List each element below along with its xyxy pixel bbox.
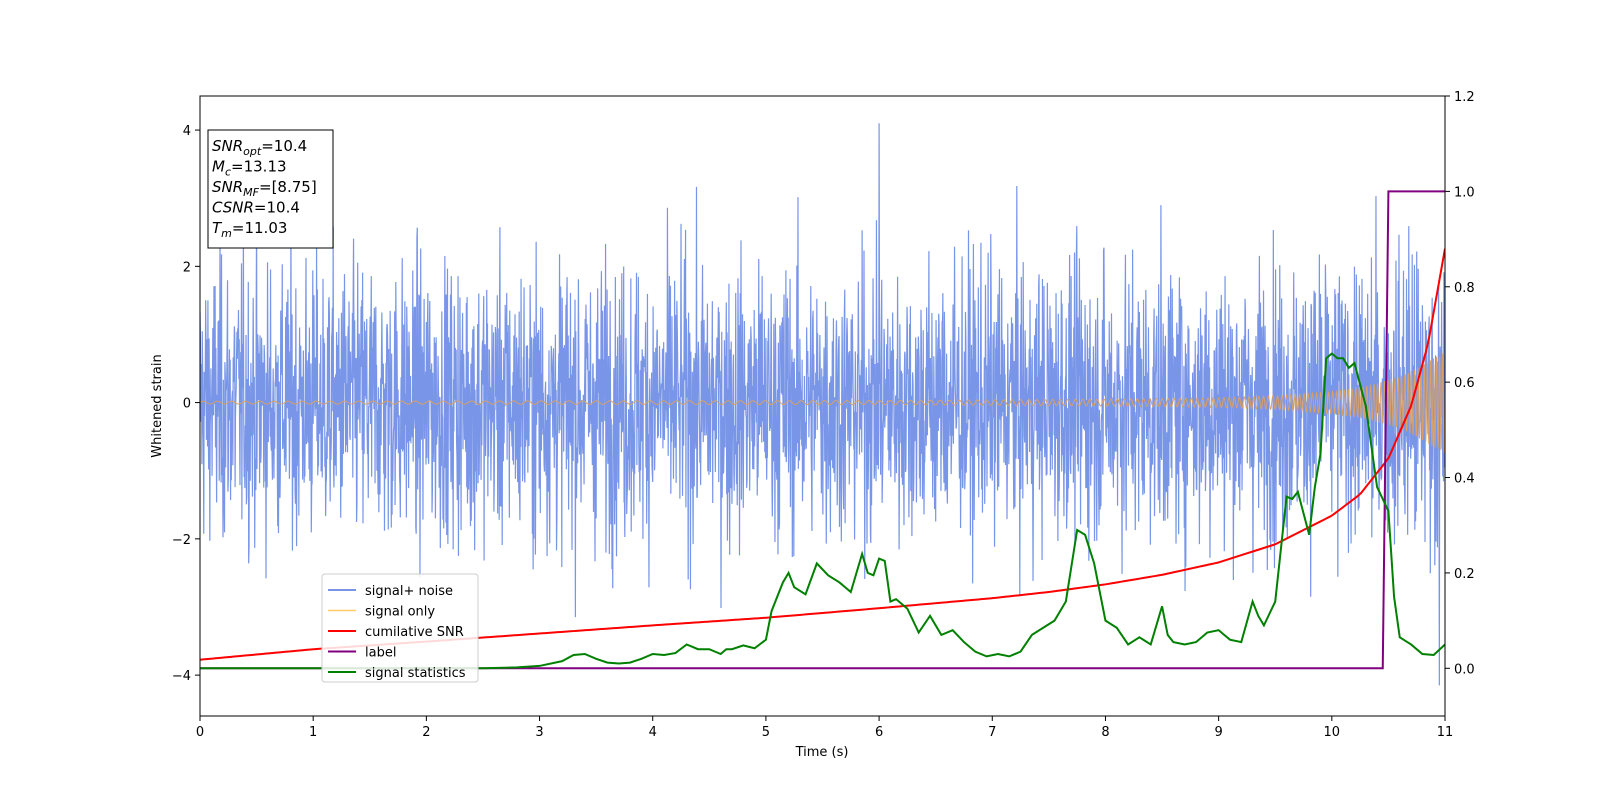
series-line-label — [200, 190, 1445, 670]
legend-label: signal only — [365, 605, 435, 620]
series-line-signal-only — [200, 353, 1445, 454]
y-left-tick-label: 2 — [183, 260, 191, 275]
legend-label: cumilative SNR — [365, 625, 464, 640]
legend-label: signal statistics — [365, 666, 466, 681]
x-tick-label: 9 — [1214, 725, 1222, 740]
x-tick-label: 11 — [1437, 725, 1454, 740]
series-line-signal-noise — [200, 123, 1445, 686]
y-axis-left-ticks: −4 −2 0 2 4 — [172, 124, 200, 684]
y-left-tick-label: −2 — [172, 533, 191, 548]
x-tick-label: 6 — [875, 725, 883, 740]
annotation-line: Tm=11.03 — [212, 219, 287, 240]
x-tick-label: 4 — [649, 725, 657, 740]
legend-label: signal+ noise — [365, 584, 453, 599]
y-left-tick-label: −4 — [172, 669, 191, 684]
x-tick-label: 2 — [422, 725, 430, 740]
y-right-tick-label: 0.0 — [1454, 662, 1475, 677]
legend-label: label — [365, 646, 396, 661]
y-axis-right-ticks: 0.0 0.2 0.4 0.6 0.8 1.0 1.2 — [1445, 90, 1475, 677]
legend-frame — [321, 573, 479, 683]
series-line-signal-statistics — [200, 352, 1445, 670]
y-right-tick-label: 1.0 — [1454, 185, 1475, 200]
legend: signal+ noise signal only cumilative SNR la… — [321, 573, 479, 683]
y-right-tick-label: 0.4 — [1454, 472, 1475, 487]
plot-frame — [199, 95, 1446, 717]
y-right-tick-label: 0.2 — [1454, 567, 1475, 582]
annotation-line: SNRopt=10.4 — [212, 137, 307, 158]
x-axis-ticks: 0 1 2 3 4 5 6 7 8 9 10 11 — [196, 716, 1453, 740]
annotation-box: SNRopt=10.4Mc=13.13SNRMF=[8.75]CSNR=10.4… — [207, 129, 334, 249]
x-tick-label: 0 — [196, 725, 204, 740]
x-tick-label: 7 — [988, 725, 996, 740]
y-right-tick-label: 1.2 — [1454, 90, 1475, 105]
annotation-line: CSNR=10.4 — [212, 199, 300, 217]
annotation-frame — [207, 129, 334, 249]
x-tick-label: 3 — [535, 725, 543, 740]
x-tick-label: 8 — [1101, 725, 1109, 740]
x-tick-label: 1 — [309, 725, 317, 740]
x-tick-label: 5 — [762, 725, 770, 740]
y-right-tick-label: 0.8 — [1454, 281, 1475, 296]
x-tick-label: 10 — [1324, 725, 1341, 740]
annotation-line: Mc=13.13 — [212, 158, 287, 179]
y-right-tick-label: 0.6 — [1454, 376, 1475, 391]
y-axis-label: Whitened strain — [150, 354, 165, 457]
y-left-tick-label: 0 — [183, 397, 191, 412]
y-left-tick-label: 4 — [183, 124, 191, 139]
x-axis-label: Time (s) — [795, 745, 849, 760]
annotation-line: SNRMF=[8.75] — [212, 178, 317, 199]
